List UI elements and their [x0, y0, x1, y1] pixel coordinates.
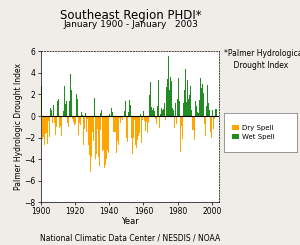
- Text: National Climatic Data Center / NESDIS / NOAA: National Climatic Data Center / NESDIS /…: [40, 233, 220, 242]
- Text: January 1900 - January   2003: January 1900 - January 2003: [63, 20, 198, 29]
- X-axis label: Year: Year: [121, 217, 139, 226]
- Text: Southeast Region PHDI*: Southeast Region PHDI*: [60, 9, 201, 22]
- Y-axis label: Palmer Hydrologic Drought Index: Palmer Hydrologic Drought Index: [14, 63, 23, 190]
- Text: *Palmer Hydrological
    Drought Index: *Palmer Hydrological Drought Index: [224, 49, 300, 71]
- Legend: Dry Spell, Wet Spell: Dry Spell, Wet Spell: [231, 123, 276, 141]
